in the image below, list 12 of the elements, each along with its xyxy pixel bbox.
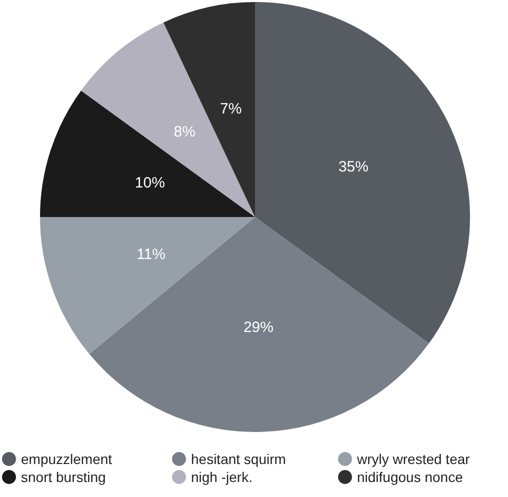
legend-label: wryly wrested tear bbox=[356, 451, 470, 467]
legend-label: nigh -jerk. bbox=[191, 469, 252, 485]
data-label: 11% bbox=[136, 246, 166, 263]
legend-label: nidifugous nonce bbox=[357, 469, 464, 485]
data-label: 7% bbox=[220, 100, 242, 118]
legend-label: hesitant squirm bbox=[191, 451, 286, 467]
legend-label: snort bursting bbox=[21, 469, 106, 485]
data-label: 29% bbox=[243, 318, 274, 336]
data-label: 8% bbox=[174, 123, 196, 140]
legend-label: empuzzlement bbox=[21, 451, 112, 467]
data-label: 10% bbox=[134, 174, 165, 192]
data-label: 35% bbox=[338, 158, 368, 176]
